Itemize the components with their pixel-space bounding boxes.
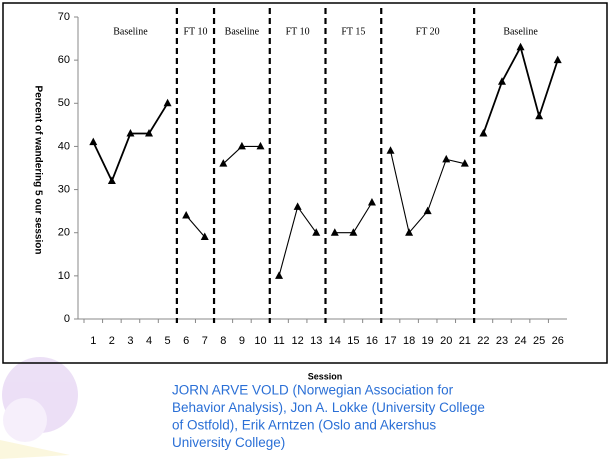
data-point: [349, 228, 358, 236]
footer-line: JORN ARVE VOLD (Norwegian Association fo…: [172, 383, 454, 398]
data-point: [460, 159, 469, 167]
blob: [0, 440, 70, 459]
data-point: [293, 202, 302, 210]
x-tick-label: 11: [273, 335, 284, 347]
x-tick-label: 3: [127, 335, 133, 347]
y-tick-label: 0: [64, 313, 70, 325]
data-point: [497, 77, 506, 85]
x-tick-label: 16: [366, 335, 378, 347]
x-tick-label: 22: [477, 335, 489, 347]
blob: [3, 398, 47, 442]
decoration: [0, 357, 78, 459]
x-tick-label: 5: [165, 335, 171, 347]
data-point: [423, 206, 432, 215]
data-point: [163, 98, 172, 107]
x-tick-label: 18: [403, 335, 415, 347]
data-point: [479, 128, 488, 137]
x-axis-title: Session: [308, 371, 343, 381]
data-point: [256, 141, 265, 150]
footer-line: University College): [172, 435, 285, 450]
x-tick-label: 21: [459, 335, 471, 347]
phase-label: FT 15: [341, 26, 365, 37]
data-point: [237, 141, 246, 150]
data-point: [330, 228, 339, 236]
x-tick-label: 15: [347, 335, 359, 347]
x-tick-label: 24: [514, 335, 526, 347]
y-tick-label: 30: [58, 183, 70, 195]
footer-line: of Ostfold), Erik Arntzen (Oslo and Aker…: [172, 418, 436, 433]
y-tick-label: 40: [58, 140, 70, 152]
data-point: [367, 198, 376, 206]
y-axis-title: Percent of wandering 5 our session: [32, 86, 43, 255]
footer-line: Behavior Analysis), Jon A. Lokke (Univer…: [172, 400, 485, 415]
x-tick-label: 14: [329, 335, 341, 347]
data-point: [275, 271, 284, 279]
data-point: [89, 137, 98, 146]
x-tick-label: 10: [254, 335, 266, 347]
chart-frame: [2, 2, 608, 364]
y-tick-label: 70: [58, 11, 70, 23]
x-tick-label: 4: [146, 335, 152, 347]
y-tick-label: 10: [58, 270, 70, 282]
data-line: [482, 44, 559, 134]
x-tick-label: 20: [440, 335, 452, 347]
x-tick-label: 12: [292, 335, 304, 347]
x-tick-label: 19: [422, 335, 434, 347]
data-line: [334, 202, 373, 234]
phase-label: FT 20: [416, 26, 440, 37]
data-point: [553, 55, 562, 64]
data-point: [200, 232, 209, 241]
data-point: [405, 228, 414, 236]
x-tick-label: 23: [496, 335, 508, 347]
x-tick-label: 13: [310, 335, 322, 347]
data-point: [442, 154, 451, 163]
data-point: [386, 146, 395, 154]
x-tick-label: 2: [109, 335, 115, 347]
data-line: [389, 150, 465, 234]
data-line: [92, 102, 169, 184]
x-tick-label: 8: [220, 335, 226, 347]
data-point: [145, 128, 154, 137]
data-point: [219, 159, 228, 167]
x-tick-label: 1: [90, 335, 96, 347]
x-tick-label: 26: [552, 335, 564, 347]
x-tick-label: 6: [183, 335, 189, 347]
x-tick-label: 7: [202, 335, 208, 347]
y-tick-label: 50: [58, 97, 70, 109]
data-point: [535, 111, 544, 120]
phase-label: Baseline: [113, 26, 148, 37]
phase-label: FT 10: [286, 26, 310, 37]
footer: JORN ARVE VOLD (Norwegian Association fo…: [172, 383, 485, 451]
x-tick-label: 17: [384, 335, 396, 347]
phase-label: Baseline: [503, 26, 538, 37]
data-line: [185, 215, 206, 238]
y-tick-label: 60: [58, 54, 70, 66]
data-point: [107, 176, 116, 184]
blob: [2, 357, 78, 433]
data-line: [278, 205, 317, 277]
y-tick-label: 20: [58, 227, 70, 239]
phase-label: FT 10: [183, 26, 207, 37]
x-tick-label: 9: [239, 335, 245, 347]
data-point: [126, 128, 135, 137]
data-point: [516, 42, 525, 51]
data-point: [312, 228, 321, 236]
phase-label: Baseline: [225, 26, 260, 37]
x-tick-label: 25: [533, 335, 545, 347]
data-point: [182, 210, 191, 219]
